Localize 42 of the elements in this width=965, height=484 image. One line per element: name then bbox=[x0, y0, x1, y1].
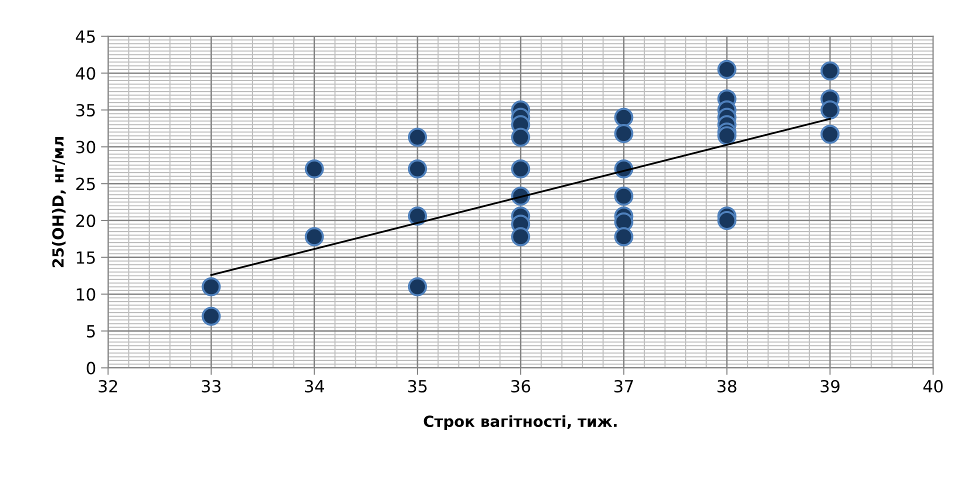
x-tick-label: 32 bbox=[98, 380, 118, 393]
point bbox=[511, 159, 530, 178]
x-tick-label: 33 bbox=[202, 380, 220, 393]
y-tick-label: 5 bbox=[86, 325, 95, 338]
point bbox=[820, 100, 840, 120]
y-tick-label: 35 bbox=[76, 104, 95, 117]
y-tick-label: 20 bbox=[76, 214, 96, 228]
point bbox=[511, 128, 530, 147]
point bbox=[408, 128, 428, 147]
point bbox=[304, 159, 324, 178]
point bbox=[408, 206, 428, 226]
y-tick-label: 25 bbox=[76, 178, 95, 190]
point bbox=[408, 277, 428, 296]
point bbox=[511, 227, 530, 246]
point bbox=[820, 61, 840, 80]
point bbox=[614, 227, 634, 246]
y-tick-label: 0 bbox=[86, 362, 96, 374]
point bbox=[614, 124, 634, 144]
x-tick-label: 36 bbox=[511, 380, 530, 393]
x-tick-label: 38 bbox=[718, 380, 736, 393]
point bbox=[717, 126, 736, 146]
point bbox=[717, 210, 736, 230]
y-axis-title: 25(OH)D, нг/мл bbox=[52, 137, 66, 268]
point bbox=[202, 277, 221, 296]
y-tick-label: 40 bbox=[76, 67, 96, 80]
x-tick-label: 35 bbox=[408, 380, 427, 393]
point bbox=[820, 124, 840, 144]
point bbox=[408, 159, 428, 178]
point bbox=[614, 108, 634, 127]
x-tick-label: 39 bbox=[820, 380, 840, 393]
x-tick-label: 40 bbox=[923, 380, 943, 393]
x-tick-label: 34 bbox=[305, 380, 324, 393]
y-tick-label: 30 bbox=[76, 140, 96, 154]
y-tick-label: 10 bbox=[76, 288, 96, 301]
y-tick-label: 45 bbox=[76, 30, 95, 43]
x-axis-title: Строк вагітності, тиж. bbox=[424, 415, 617, 430]
point bbox=[717, 60, 736, 80]
y-tick-label: 15 bbox=[76, 252, 95, 264]
point bbox=[304, 227, 324, 246]
point bbox=[202, 306, 221, 326]
point bbox=[614, 186, 634, 206]
x-tick-label: 37 bbox=[614, 380, 633, 393]
